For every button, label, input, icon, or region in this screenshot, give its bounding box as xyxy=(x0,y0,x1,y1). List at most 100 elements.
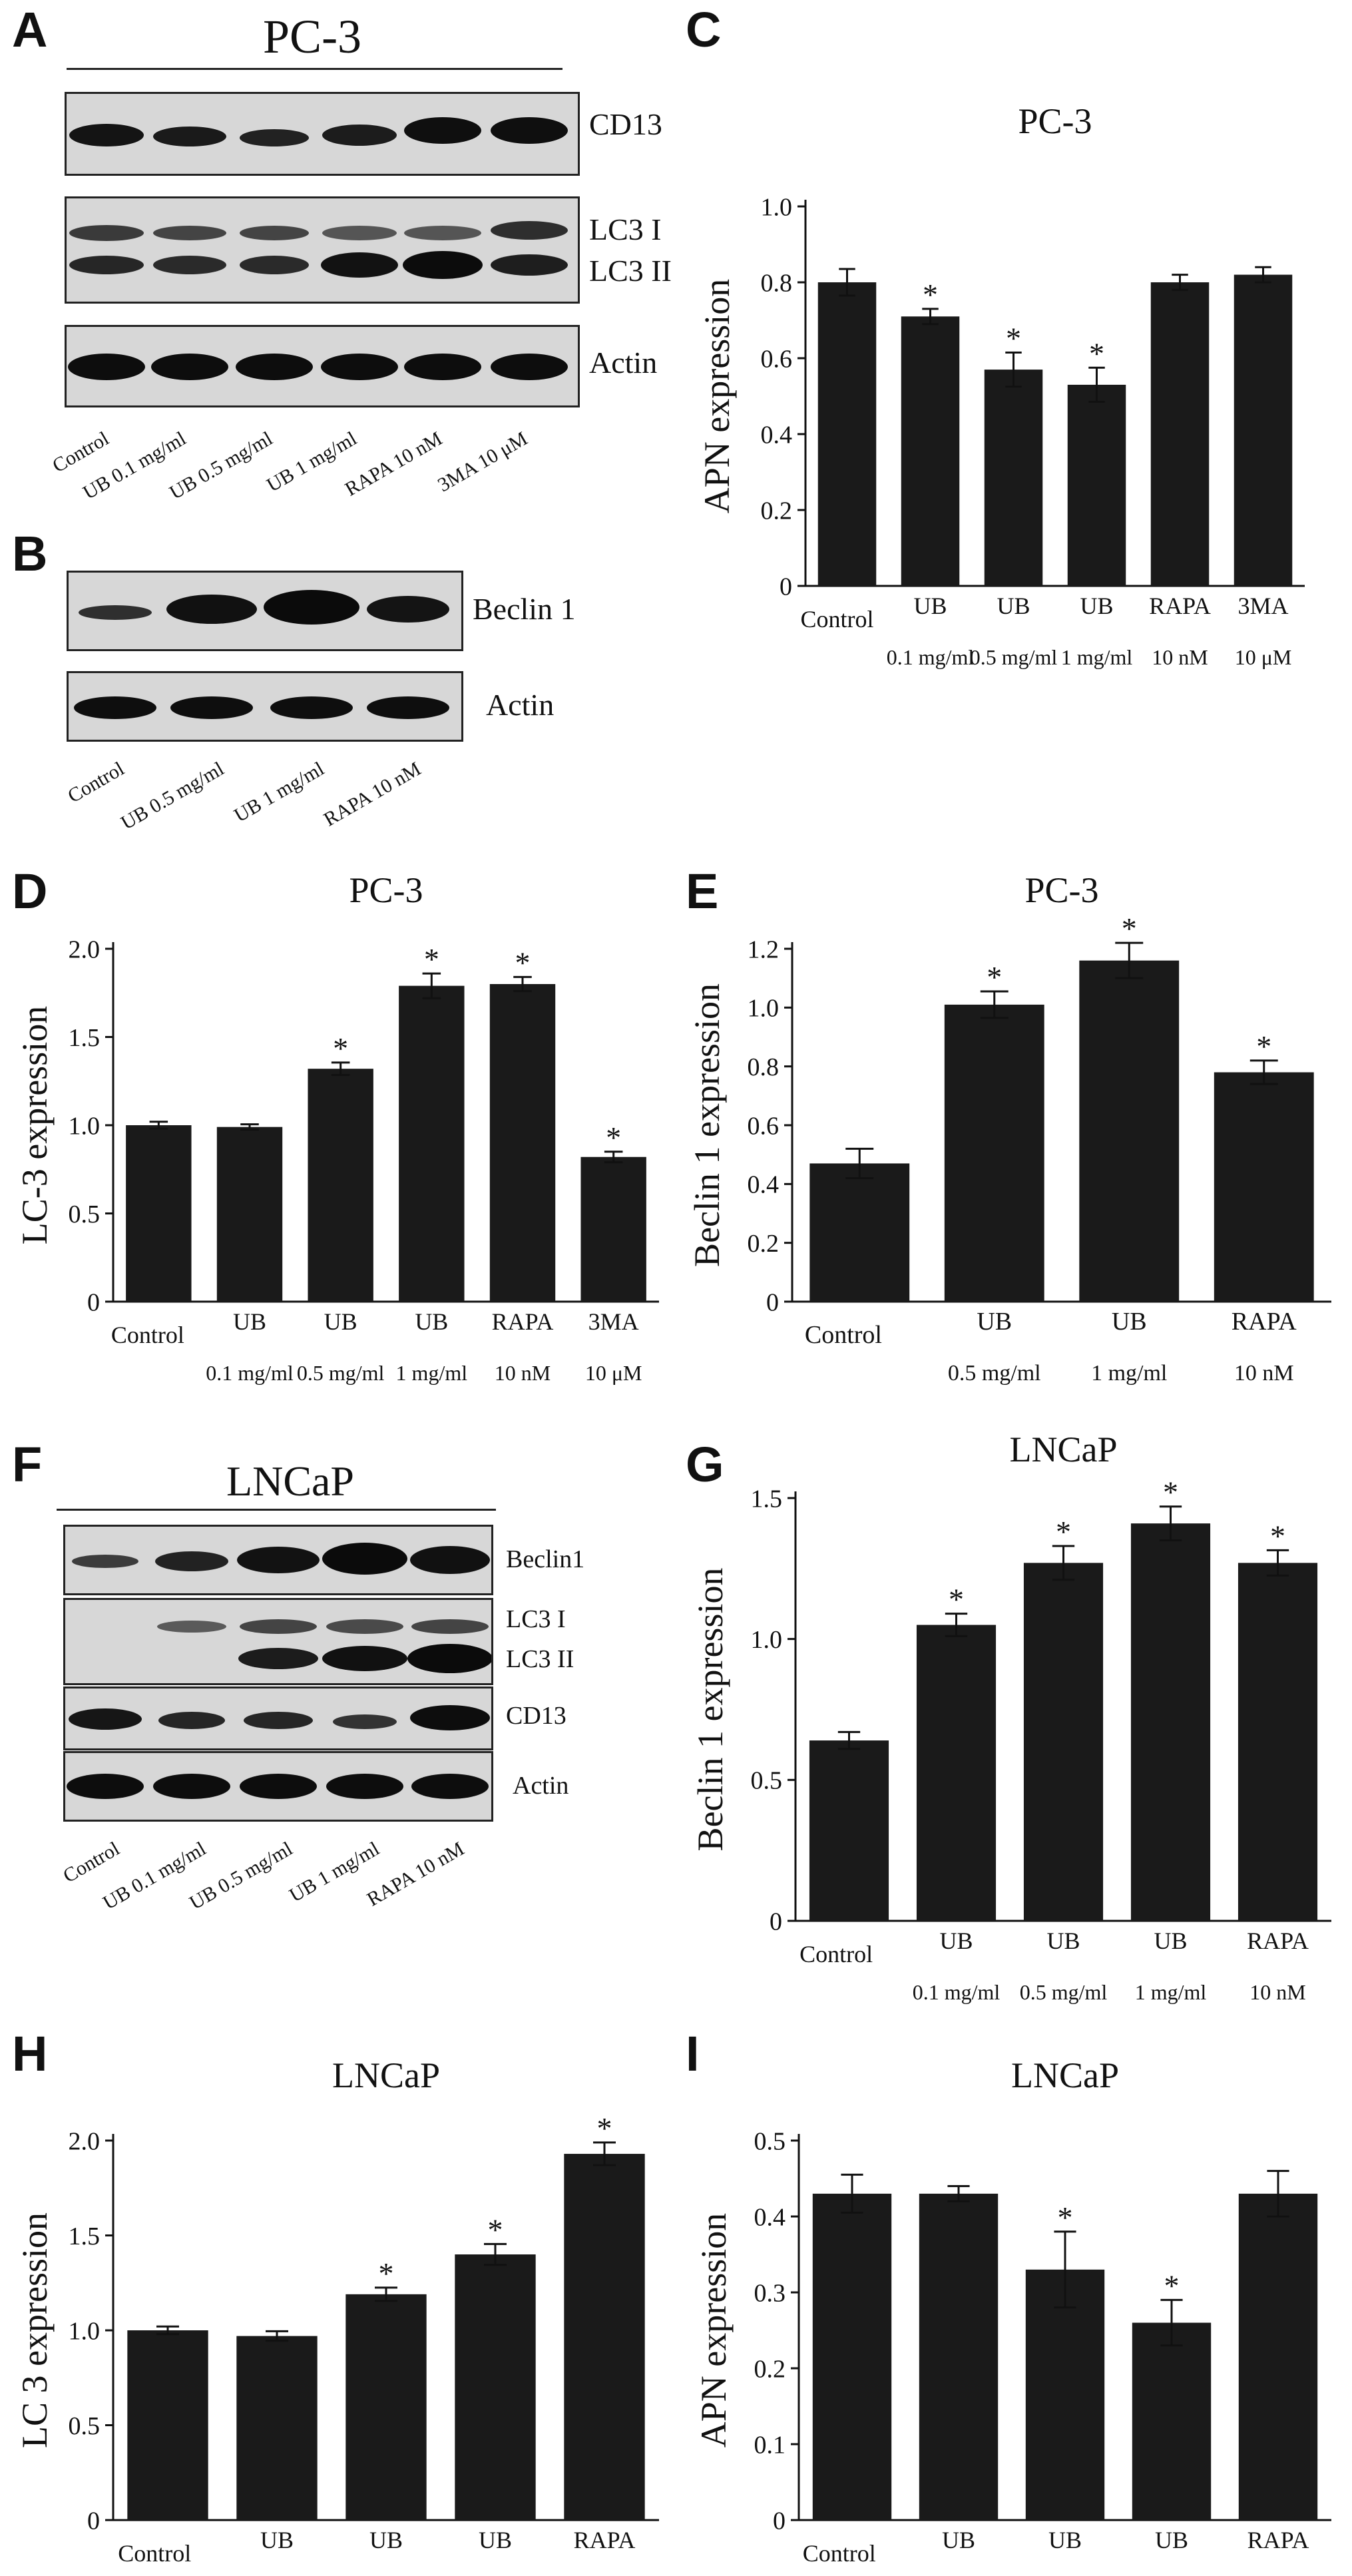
significance-asterisk: * xyxy=(488,2212,503,2246)
bar xyxy=(1234,274,1293,586)
significance-asterisk: * xyxy=(333,1031,348,1065)
panel-label-B: B xyxy=(12,526,48,581)
chart-title: LNCaP xyxy=(332,2055,440,2095)
y-axis-label: LC-3 expression xyxy=(15,1006,55,1244)
x-category-sublabel: 1 mg/ml xyxy=(1061,645,1133,669)
chart-title: LNCaP xyxy=(1011,2055,1119,2095)
x-category-label: UB xyxy=(1112,1308,1147,1336)
x-category-label: UB xyxy=(260,2527,294,2553)
panel-F-title-rule xyxy=(57,1509,496,1511)
x-category-label: UB xyxy=(939,1928,973,1954)
bar xyxy=(489,984,556,1302)
blot-F-actin xyxy=(63,1751,493,1822)
y-tick-label: 0 xyxy=(766,1288,779,1316)
x-category-label: 3MA xyxy=(588,1308,639,1335)
y-tick-label: 0.2 xyxy=(754,2355,786,2383)
blot-A-cd13 xyxy=(65,92,580,176)
bar xyxy=(812,2193,892,2520)
panel-label-C: C xyxy=(686,2,722,57)
bar xyxy=(399,985,465,1302)
x-category-label: Control xyxy=(805,1321,882,1349)
chart-C-apn-pc3: PC-3 APN expression 0 0.2 0.4 0.6 0.8 1.0 Contro… xyxy=(697,101,1305,669)
x-category-label: RAPA xyxy=(1247,1928,1309,1954)
y-tick-label: 1.5 xyxy=(69,2222,101,2250)
significance-asterisk: * xyxy=(597,2111,612,2145)
blot-A-lane-label: 3MA 10 μM xyxy=(433,427,531,497)
bar xyxy=(1238,2193,1318,2520)
y-tick-label: 1.5 xyxy=(751,1485,783,1513)
panel-label-I: I xyxy=(686,2026,700,2081)
bar xyxy=(919,2193,999,2520)
x-category-label: UB xyxy=(233,1308,266,1335)
significance-asterisk: * xyxy=(515,945,531,979)
x-category-sublabel: 0.1 mg/ml xyxy=(913,1980,1001,2004)
bar xyxy=(1023,1563,1104,1921)
significance-asterisk: * xyxy=(606,1121,621,1155)
y-tick-label: 0.4 xyxy=(748,1171,780,1199)
x-category-label: Control xyxy=(800,606,873,633)
y-axis-label: APN expression xyxy=(694,2213,734,2447)
x-category-sublabel: 0.5 mg/ml xyxy=(297,1361,385,1385)
chart-title: PC-3 xyxy=(1024,870,1098,910)
y-tick-label: 1.5 xyxy=(69,1024,101,1052)
significance-asterisk: * xyxy=(1270,1519,1285,1553)
bar xyxy=(345,2294,427,2520)
blot-B-lane-label: Control xyxy=(64,758,128,808)
chart-I-apn-lncap: LNCaP APN expression 0 0.1 0.2 0.3 0.4 0.5 Contr… xyxy=(694,2055,1331,2567)
chart-H-lc3-lncap: LNCaP LC 3 expression 0 0.5 1.0 1.5 2.0 Control… xyxy=(15,2055,659,2567)
x-category-label: Control xyxy=(118,2540,191,2567)
blot-F-beclin1 xyxy=(63,1525,493,1595)
bar xyxy=(455,2254,536,2520)
blot-A-lc3 xyxy=(65,196,580,304)
blot-B-lane-label: UB 0.5 mg/ml xyxy=(117,758,228,834)
x-category-sublabel: 10 nM xyxy=(1152,645,1208,669)
panel-label-D: D xyxy=(12,864,48,919)
panel-label-G: G xyxy=(686,1437,724,1492)
chart-E-beclin1-pc3: PC-3 Beclin 1 expression 0 0.2 0.4 0.6 0.8 1.0 1… xyxy=(687,870,1331,1386)
bar xyxy=(944,1004,1044,1302)
x-category-sublabel: 10 nM xyxy=(1249,1980,1305,2004)
significance-asterisk: * xyxy=(1256,1029,1271,1063)
bar xyxy=(901,316,960,586)
blot-F-lc3 xyxy=(63,1598,493,1685)
bar xyxy=(916,1625,997,1921)
x-category-label: UB xyxy=(913,593,947,619)
y-axis-label: LC 3 expression xyxy=(15,2212,55,2448)
y-tick-label: 0 xyxy=(770,1908,782,1935)
x-category-sublabel: 0.1 mg/ml xyxy=(206,1361,294,1385)
x-category-sublabel: 10 μM xyxy=(1235,645,1292,669)
chart-title: PC-3 xyxy=(1018,101,1092,141)
x-category-label: UB xyxy=(369,2527,403,2553)
x-category-label: RAPA xyxy=(574,2527,636,2553)
significance-asterisk: * xyxy=(424,942,439,976)
y-tick-label: 0.8 xyxy=(761,269,793,297)
blot-F-row-label-lc3-i: LC3 I xyxy=(506,1605,566,1633)
x-category-label: UB xyxy=(324,1308,357,1335)
bar xyxy=(984,370,1043,586)
bar xyxy=(1067,384,1126,586)
significance-asterisk: * xyxy=(379,2256,394,2290)
x-category-label: RAPA xyxy=(1232,1308,1297,1336)
bar xyxy=(580,1157,646,1302)
blot-B-actin xyxy=(67,671,463,742)
y-tick-label: 1.0 xyxy=(69,1112,101,1140)
y-tick-label: 0.4 xyxy=(761,421,793,449)
y-tick-label: 0.3 xyxy=(754,2279,786,2307)
y-tick-label: 0.5 xyxy=(751,1767,783,1795)
significance-asterisk: * xyxy=(1122,911,1137,945)
bar xyxy=(308,1069,373,1302)
y-tick-label: 0 xyxy=(87,2507,100,2535)
significance-asterisk: * xyxy=(1089,336,1104,370)
panel-F-cell-line-title: LNCaP xyxy=(226,1457,354,1505)
x-category-sublabel: 0.5 mg/ml xyxy=(1020,1980,1108,2004)
x-category-label: UB xyxy=(977,1308,1012,1336)
y-axis-label: Beclin 1 expression xyxy=(690,1568,730,1852)
x-category-label: UB xyxy=(997,593,1030,619)
blot-F-row-label-lc3-ii: LC3 II xyxy=(506,1645,574,1673)
blot-A-actin xyxy=(65,325,580,407)
blot-F-lane-label: Control xyxy=(59,1838,124,1888)
blot-F-cd13 xyxy=(63,1686,493,1750)
x-category-label: UB xyxy=(1046,1928,1080,1954)
x-category-label: RAPA xyxy=(492,1308,554,1335)
significance-asterisk: * xyxy=(1164,2268,1180,2302)
